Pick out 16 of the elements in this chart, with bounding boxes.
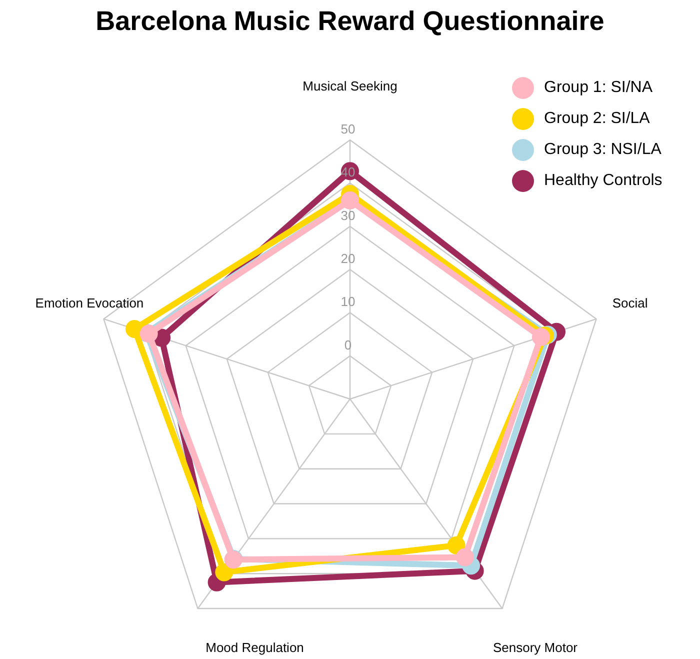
y-tick-label: 40 [340,164,356,180]
y-tick-label: 50 [340,122,356,137]
legend-label: Group 3: NSI/LA [544,140,662,158]
legend-label: Healthy Controls [544,172,662,190]
chart-title: Barcelona Music Reward Questionnaire [94,6,606,37]
y-tick-label: 30 [340,208,356,223]
spoke-label: Social [612,296,648,311]
y-tick-label: 0 [344,337,352,352]
y-tick-label: 10 [340,294,356,310]
spoke-label: Musical Seeking [302,78,398,94]
legend-label: Group 2: SI/LA [544,110,650,128]
spoke-label: Sensory Motor [492,640,578,656]
spoke-label: Mood Regulation [206,640,304,656]
legend-label: Group 1: SI/NA [544,78,652,96]
spoke-label: Emotion Evocation [35,296,144,311]
y-tick-label: 20 [340,251,356,266]
